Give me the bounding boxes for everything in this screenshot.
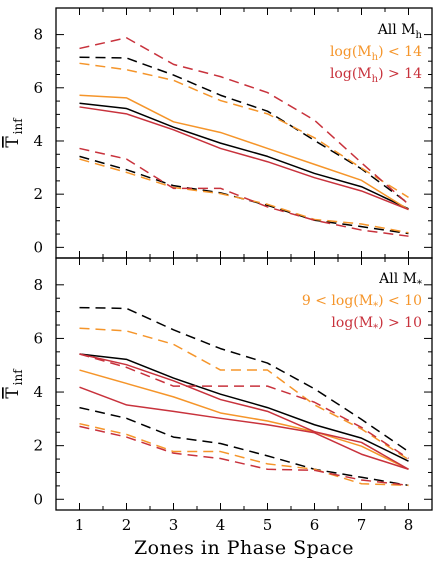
series-line-orange-dashed-4 xyxy=(79,62,409,198)
y-tick-label: 2 xyxy=(33,185,43,203)
y-tick-label: 8 xyxy=(33,26,43,44)
y-tick-label: 4 xyxy=(33,383,43,401)
legend-entry: log(Mh) < 14 xyxy=(330,44,422,63)
x-tick-label: 1 xyxy=(75,516,85,534)
series-line-orange-solid-3 xyxy=(79,369,409,470)
x-tick-label: 6 xyxy=(310,516,320,534)
x-tick-label: 4 xyxy=(216,516,226,534)
plot-frame xyxy=(55,7,433,259)
y-tick-label: 6 xyxy=(33,79,43,97)
series-line-black-solid-0 xyxy=(79,353,409,462)
plot-frame xyxy=(55,257,433,511)
x-tick-label: 8 xyxy=(404,516,414,534)
legend-entry: log(M*) > 10 xyxy=(331,315,422,334)
series-line-orange-solid-3 xyxy=(79,94,409,211)
y-tick-label: 0 xyxy=(33,490,43,508)
y-tick-label: 2 xyxy=(33,437,43,455)
y-axis-label: Tinf xyxy=(3,117,25,148)
series-line-red-solid-6 xyxy=(79,386,409,470)
top-panel: 0 2 4 6 8 Tinf All Mh log(Mh) < 14 log(Mh) > 14 xyxy=(3,7,433,259)
y-axis-label: Tinf xyxy=(3,368,25,399)
legend-entry: All Mh xyxy=(377,22,423,41)
series-line-red-solid-6 xyxy=(79,106,409,211)
series-line-orange-dashed-5 xyxy=(79,158,409,234)
legend-entry: 9 < log(M*) < 10 xyxy=(302,293,422,312)
y-tick-label: 0 xyxy=(33,238,43,256)
legend-entry: All M* xyxy=(378,271,422,290)
series-line-orange-dashed-5 xyxy=(79,422,409,487)
series-line-orange-dashed-4 xyxy=(79,327,409,461)
x-tick-label: 2 xyxy=(122,516,132,534)
x-axis-label: Zones in Phase Space xyxy=(134,537,354,559)
x-tick-label: 3 xyxy=(169,516,179,534)
series-line-red-dashed-8 xyxy=(79,353,409,460)
bottom-panel: 1 2 3 4 5 6 7 8 0 2 4 6 8 Tinf All M* 9 < log(M*) < 10 l… xyxy=(3,257,433,534)
series-line-red-dashed-9 xyxy=(79,425,409,487)
x-tick-label: 7 xyxy=(357,516,367,534)
y-tick-label: 4 xyxy=(33,132,43,150)
y-tick-label: 6 xyxy=(33,329,43,347)
series-line-black-dashed-1 xyxy=(79,56,409,205)
y-tick-label: 8 xyxy=(33,276,43,294)
x-tick-label: 5 xyxy=(263,516,273,534)
series-line-red-dashed-8 xyxy=(79,147,409,237)
legend-entry: log(Mh) > 14 xyxy=(330,66,422,85)
series-line-red-dashed-7 xyxy=(79,37,409,205)
series-line-black-dashed-2 xyxy=(79,406,409,487)
series-line-black-dashed-2 xyxy=(79,155,409,235)
series-line-black-solid-0 xyxy=(79,102,409,210)
series-line-red-solid-7 xyxy=(79,353,409,470)
series-line-black-dashed-1 xyxy=(79,306,409,453)
